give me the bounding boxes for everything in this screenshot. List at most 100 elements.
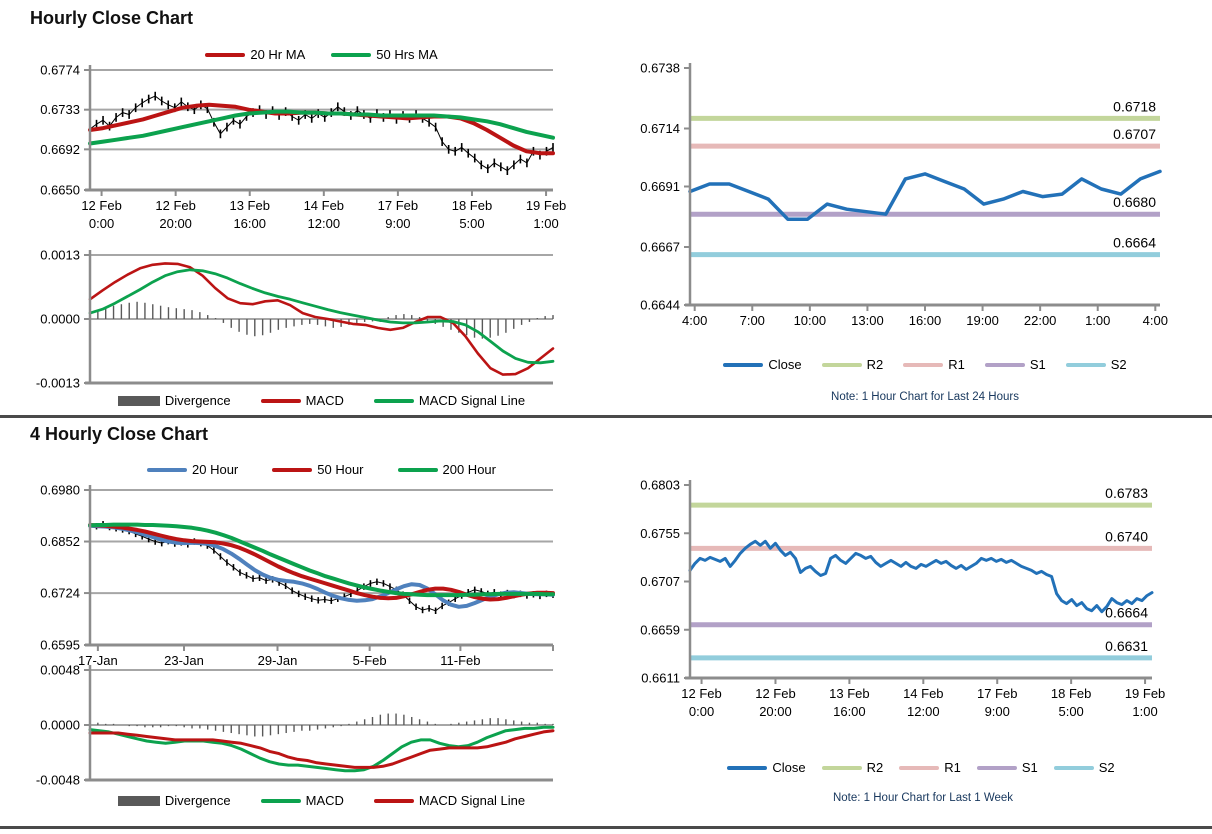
legend-label: R1 xyxy=(944,760,961,775)
x-tick-label: 18 Feb 5:00 xyxy=(452,198,492,231)
legend-label: S2 xyxy=(1098,760,1115,775)
series-20-hour-ma xyxy=(88,523,555,609)
legend-label: R1 xyxy=(948,357,965,372)
legend-swatch xyxy=(1065,362,1106,367)
legend-swatch xyxy=(984,362,1025,367)
legend-label: S1 xyxy=(1029,357,1046,372)
x-tick-label: 17 Feb 9:00 xyxy=(378,198,418,231)
legend-item-divergence: Divergence xyxy=(117,393,231,408)
y-tick-label: -0.0048 xyxy=(36,773,80,788)
y-tick-label: -0.0013 xyxy=(36,376,80,391)
legend-item-macd-signal-line: MACD Signal Line xyxy=(373,793,525,808)
close-1w-note: Note: 1 Hour Chart for Last 1 Week xyxy=(832,792,1014,804)
x-tick-label: 18 Feb 5:00 xyxy=(1051,686,1091,719)
four-hourly-section-title: 4 Hourly Close Chart xyxy=(30,424,209,444)
series-macd xyxy=(88,725,555,773)
x-tick-label: 19:00 xyxy=(966,313,999,328)
legend-swatch xyxy=(723,362,764,367)
x-tick-label: 13 Feb 16:00 xyxy=(229,198,269,231)
legend-item-50-hrs-ma: 50 Hrs MA xyxy=(331,47,438,62)
x-tick-label: 16:00 xyxy=(909,313,942,328)
y-tick-label: 0.6667 xyxy=(640,240,680,255)
legend-item-macd-signal-line: MACD Signal Line xyxy=(373,393,525,408)
legend-item-r2: R2 xyxy=(821,760,884,775)
four-hourly-price-legend: 20 Hour 50 Hour 200 Hour xyxy=(90,462,553,477)
legend-item-close: Close xyxy=(727,760,806,775)
legend-label: MACD xyxy=(305,793,344,808)
legend-label: Divergence xyxy=(164,393,231,408)
close-24h-legend: Close R2 R1 S1 S2 xyxy=(690,357,1160,372)
series-50-hour-ma xyxy=(88,523,555,602)
hourly-macd-legend: Divergence MACD MACD Signal Line xyxy=(90,393,553,408)
y-tick-label: 0.6644 xyxy=(640,298,680,313)
legend-item-20-hour: 20 Hour xyxy=(147,462,238,477)
series-close-price xyxy=(89,95,554,172)
x-tick-label: 12 Feb 20:00 xyxy=(155,198,195,231)
x-tick-label: 11-Feb xyxy=(440,653,480,668)
x-tick-label: 12 Feb 0:00 xyxy=(81,198,121,231)
legend-swatch xyxy=(727,765,768,770)
legend-swatch xyxy=(976,765,1017,770)
y-tick-label: 0.6659 xyxy=(640,622,680,637)
legend-swatch xyxy=(147,467,187,472)
series-macd-signal xyxy=(88,729,555,769)
hourly-macd-chart-canvas: 0.0013 0.0000 -0.0013 xyxy=(36,248,555,391)
x-tick-label: 4:00 xyxy=(682,313,707,328)
legend-swatch xyxy=(272,467,313,472)
x-tick-label: 17 Feb 9:00 xyxy=(977,686,1017,719)
legend-item-close: Close xyxy=(723,357,802,372)
y-tick-label: 0.0013 xyxy=(40,248,80,263)
y-tick-label: 0.6738 xyxy=(640,61,680,76)
series-macd-signal xyxy=(88,268,555,365)
x-tick-label: 14 Feb 12:00 xyxy=(903,686,943,719)
legend-swatch xyxy=(205,52,246,57)
legend-label: Close xyxy=(772,760,806,775)
x-tick-label: 12 Feb 0:00 xyxy=(681,686,721,719)
legend-swatch xyxy=(260,398,301,403)
legend-swatch xyxy=(331,52,372,57)
legend-item-50-hour: 50 Hour xyxy=(272,462,364,477)
y-tick-label: 0.6733 xyxy=(40,102,80,117)
x-tick-label: 14 Feb 12:00 xyxy=(304,198,344,231)
ref-value-label-S2: 0.6664 xyxy=(1113,235,1156,251)
x-tick-label: 23-Jan xyxy=(164,653,204,668)
close-24h-note: Note: 1 Hour Chart for Last 24 Hours xyxy=(831,391,1019,403)
legend-swatch xyxy=(899,765,940,770)
four-hourly-macd-chart-canvas: 0.0048 0.0000 -0.0048 xyxy=(36,663,555,788)
legend-label: 200 Hour xyxy=(442,462,496,477)
series-close xyxy=(688,169,1162,222)
legend-label: S1 xyxy=(1021,760,1038,775)
legend-swatch xyxy=(821,362,862,367)
hourly-section-title: Hourly Close Chart xyxy=(30,8,194,28)
legend-item-200-hour: 200 Hour xyxy=(397,462,496,477)
legend-swatch xyxy=(117,395,160,406)
bottom-divider xyxy=(0,826,1212,829)
legend-label: 20 Hour xyxy=(192,462,239,477)
series-macd xyxy=(88,262,555,376)
y-tick-label: 0.6611 xyxy=(641,671,680,686)
y-tick-label: 0.0000 xyxy=(40,312,80,327)
y-tick-label: 0.6650 xyxy=(40,183,80,198)
series-50-hrs-ma xyxy=(88,109,555,146)
legend-item-r1: R1 xyxy=(899,760,961,775)
x-tick-label: 19 Feb 1:00 xyxy=(526,198,566,231)
legend-item-s1: S1 xyxy=(976,760,1038,775)
y-tick-label: 0.6691 xyxy=(640,179,680,194)
x-tick-label: 4:00 xyxy=(1143,313,1168,328)
legend-label: Divergence xyxy=(164,793,231,808)
legend-swatch xyxy=(260,798,301,803)
four-hourly-macd-legend: Divergence MACD MACD Signal Line xyxy=(90,793,553,808)
ref-value-label-R2: 0.6783 xyxy=(1105,485,1148,501)
x-tick-label: 19 Feb 1:00 xyxy=(1125,686,1165,719)
legend-label: R2 xyxy=(866,760,884,775)
y-tick-label: 0.0048 xyxy=(40,663,80,678)
ref-value-label-S2: 0.6631 xyxy=(1105,638,1148,654)
x-tick-label: 29-Jan xyxy=(258,653,298,668)
legend-item-s1: S1 xyxy=(984,357,1046,372)
x-tick-label: 12 Feb 20:00 xyxy=(755,686,795,719)
legend-swatch xyxy=(397,467,438,472)
